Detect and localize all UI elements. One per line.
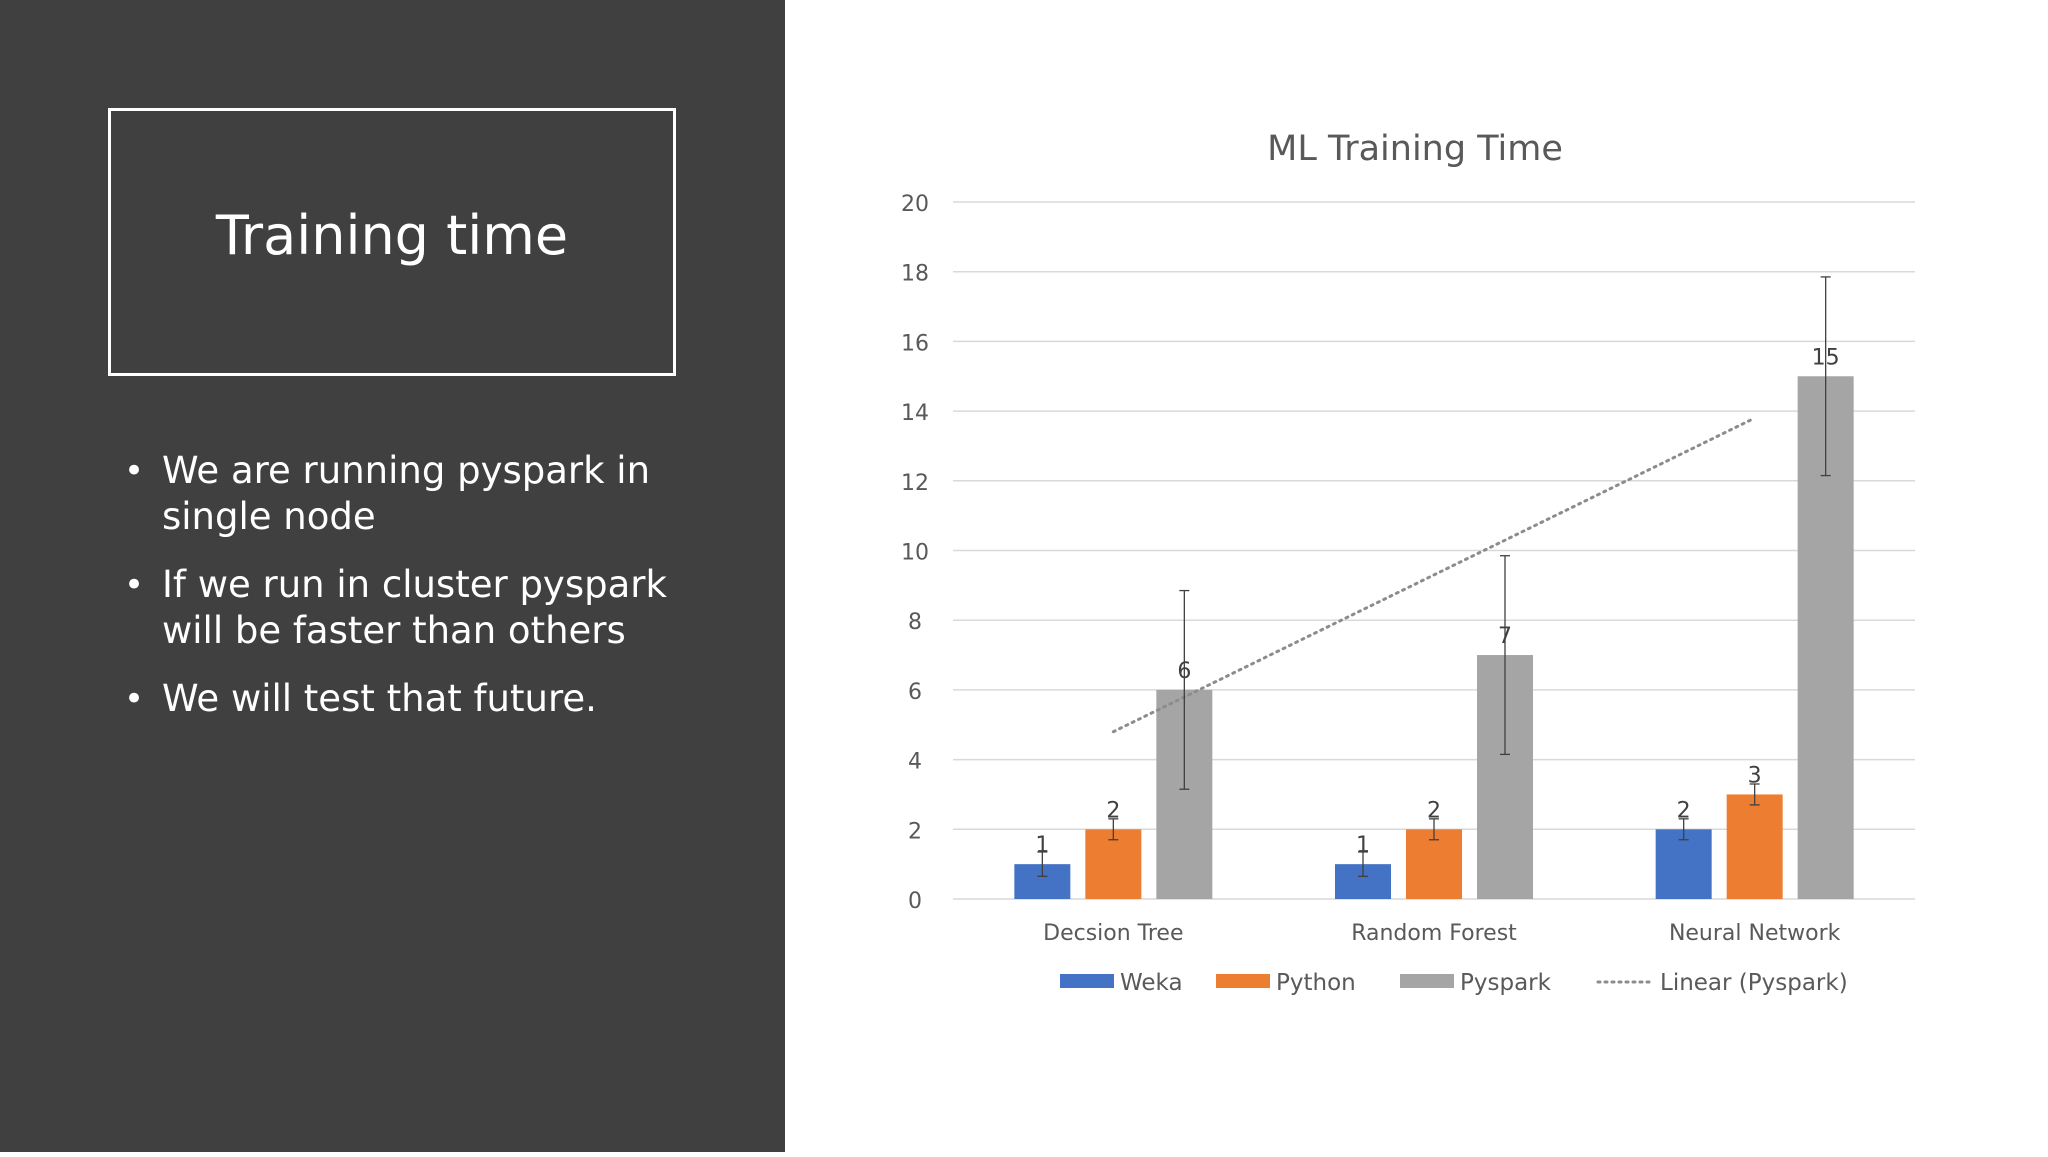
bullet-text: We are running pyspark in single node [162, 449, 651, 538]
y-tick-label: 6 [908, 680, 922, 705]
data-label: 2 [1427, 798, 1441, 823]
legend-label: Python [1276, 970, 1356, 996]
chart-title: ML Training Time [1267, 129, 1563, 169]
legend-swatch [1216, 974, 1270, 988]
legend-label: Weka [1120, 970, 1183, 996]
y-tick-label: 8 [908, 610, 922, 635]
legend-swatch [1400, 974, 1454, 988]
data-label: 15 [1812, 345, 1840, 370]
y-tick-label: 18 [901, 262, 929, 287]
trendline [1111, 416, 1757, 734]
bullet-icon: • [124, 679, 145, 719]
y-tick-label: 4 [908, 750, 922, 775]
data-label: 2 [1677, 798, 1691, 823]
x-tick-label: Random Forest [1351, 921, 1517, 946]
data-label: 7 [1498, 624, 1512, 649]
legend-label: Pyspark [1460, 970, 1552, 996]
bullet-item: • We are running pyspark in single node [120, 448, 680, 540]
x-tick-label: Decsion Tree [1043, 921, 1183, 946]
y-tick-label: 20 [901, 192, 929, 217]
legend-swatch [1060, 974, 1114, 988]
y-tick-label: 16 [901, 331, 929, 356]
trendline-group [1111, 416, 1757, 734]
bullet-icon: • [124, 565, 145, 605]
data-label: 2 [1106, 798, 1120, 823]
x-tick-label: Neural Network [1669, 921, 1841, 946]
y-tick-label: 2 [908, 819, 922, 844]
data-label: 3 [1748, 763, 1762, 788]
bullet-text: We will test that future. [162, 677, 597, 720]
x-axis-ticks: Decsion Tree Random Forest Neural Network [1043, 921, 1840, 946]
y-tick-label: 14 [901, 401, 929, 426]
bar [1085, 829, 1142, 899]
left-panel: Training time • We are running pyspark in… [0, 0, 785, 1152]
data-label: 1 [1356, 833, 1370, 858]
data-labels: 1 1 2 2 2 3 6 7 15 [1035, 345, 1839, 858]
y-tick-label: 12 [901, 471, 929, 496]
bar [1726, 794, 1783, 899]
bullet-item: • If we run in cluster pyspark will be fa… [120, 562, 680, 654]
legend-label: Linear (Pyspark) [1660, 970, 1848, 996]
error-bars [1037, 276, 1831, 877]
bullet-item: • We will test that future. [120, 676, 680, 722]
bar [1655, 829, 1712, 899]
data-label: 1 [1035, 833, 1049, 858]
bullet-icon: • [124, 451, 145, 491]
y-tick-label: 0 [908, 889, 922, 914]
title-box: Training time [108, 108, 676, 376]
slide-title: Training time [215, 203, 569, 267]
bar [1406, 829, 1462, 899]
bullet-text: If we run in cluster pyspark will be fas… [162, 563, 667, 652]
y-axis-ticks: 0 2 4 6 8 10 12 14 16 18 20 [901, 192, 929, 914]
data-label: 6 [1177, 659, 1191, 684]
y-tick-label: 10 [901, 541, 929, 566]
legend: Weka Python Pyspark Linear (Pyspark) [1060, 970, 1848, 996]
bullet-list: • We are running pyspark in single node •… [120, 448, 680, 744]
